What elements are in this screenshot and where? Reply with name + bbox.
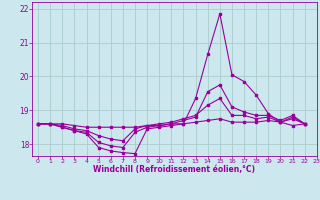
X-axis label: Windchill (Refroidissement éolien,°C): Windchill (Refroidissement éolien,°C) — [93, 165, 255, 174]
